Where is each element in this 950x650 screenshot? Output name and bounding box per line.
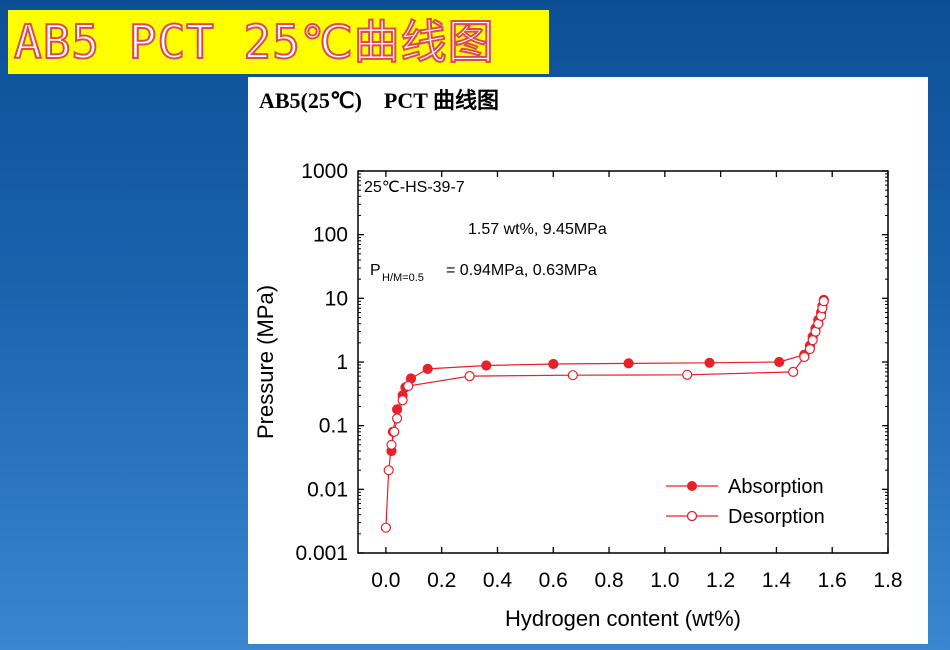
data-point-desorption bbox=[807, 335, 818, 346]
y-axis-label: Pressure (MPa) bbox=[253, 285, 278, 439]
x-tick-label: 1.8 bbox=[873, 569, 902, 592]
data-point-absorption bbox=[481, 360, 492, 371]
legend: Absorption Desorption bbox=[666, 476, 825, 528]
data-point-absorption bbox=[774, 356, 785, 368]
data-point-desorption bbox=[383, 465, 394, 476]
x-tick-label: 0.8 bbox=[594, 569, 623, 592]
x-axis: 0.0 0.2 0.4 0.6 0.8 1.0 1.2 1.4 1.6 1.8 bbox=[371, 171, 903, 592]
legend-label-desorption: Desorption bbox=[728, 506, 825, 528]
data-point-absorption bbox=[623, 358, 634, 369]
annotation-plateau-label: P bbox=[370, 262, 381, 279]
data-point-absorption bbox=[392, 404, 403, 415]
y-tick-label: 1000 bbox=[301, 160, 348, 183]
data-point-desorption bbox=[804, 343, 816, 355]
y-tick-label: 10 bbox=[325, 287, 348, 310]
legend-item-desorption: Desorption bbox=[666, 506, 825, 528]
data-point-desorption bbox=[788, 366, 799, 377]
panel-title: AB5(25℃) PCT 曲线图 bbox=[259, 88, 500, 113]
x-tick-label: 0.4 bbox=[483, 569, 513, 592]
annotation-max: 1.57 wt%, 9.45MPa bbox=[468, 221, 607, 238]
annotation-plateau-subscript: H/M=0.5 bbox=[382, 272, 424, 284]
x-tick-label: 1.4 bbox=[762, 569, 792, 592]
annotation-sample: 25℃-HS-39-7 bbox=[364, 179, 465, 196]
y-tick-label: 0.01 bbox=[307, 478, 348, 501]
x-tick-label: 0.6 bbox=[539, 569, 568, 592]
legend-label-absorption: Absorption bbox=[728, 476, 824, 498]
x-tick-label: 1.0 bbox=[650, 569, 679, 592]
y-tick-label: 0.1 bbox=[319, 415, 348, 438]
data-point-desorption bbox=[799, 351, 810, 363]
y-axis: 1000 100 10 1 0.1 0.01 0.001 bbox=[295, 160, 888, 565]
x-tick-label: 1.6 bbox=[818, 569, 847, 592]
x-tick-label: 0.0 bbox=[371, 569, 400, 592]
data-point-desorption bbox=[397, 395, 408, 406]
x-axis-label: Hydrogen content (wt%) bbox=[505, 606, 741, 631]
data-point-desorption bbox=[682, 369, 693, 380]
annotation-plateau-values: = 0.94MPa, 0.63MPa bbox=[446, 262, 597, 279]
series-points bbox=[380, 294, 829, 533]
data-point-desorption bbox=[392, 413, 403, 424]
y-tick-label: 1 bbox=[336, 351, 348, 374]
data-point-absorption bbox=[422, 363, 433, 374]
data-point-absorption bbox=[704, 357, 715, 368]
data-point-desorption bbox=[567, 370, 578, 381]
data-point-desorption bbox=[464, 371, 475, 382]
data-point-absorption bbox=[548, 358, 559, 370]
x-tick-label: 1.2 bbox=[706, 569, 735, 592]
chart-panel: AB5(25℃) PCT 曲线图 1000 100 10 1 0.1 0.01 0.001 … bbox=[248, 77, 928, 644]
pct-chart: 1000 100 10 1 0.1 0.01 0.001 0.0 0.2 0.4 0.6 0.8 1.… bbox=[253, 160, 903, 631]
y-tick-label: 0.001 bbox=[295, 542, 348, 565]
legend-item-absorption: Absorption bbox=[666, 476, 824, 498]
data-point-desorption bbox=[389, 426, 400, 437]
slide-title: AB5 PCT 25℃曲线图 bbox=[8, 10, 549, 74]
data-point-desorption bbox=[403, 380, 414, 392]
y-tick-label: 100 bbox=[313, 224, 348, 247]
data-point-desorption bbox=[818, 296, 829, 307]
data-point-desorption bbox=[380, 522, 391, 533]
legend-marker-desorption bbox=[686, 510, 698, 522]
x-tick-label: 0.2 bbox=[427, 569, 456, 592]
data-point-desorption bbox=[386, 439, 397, 450]
legend-marker-absorption bbox=[687, 481, 697, 491]
